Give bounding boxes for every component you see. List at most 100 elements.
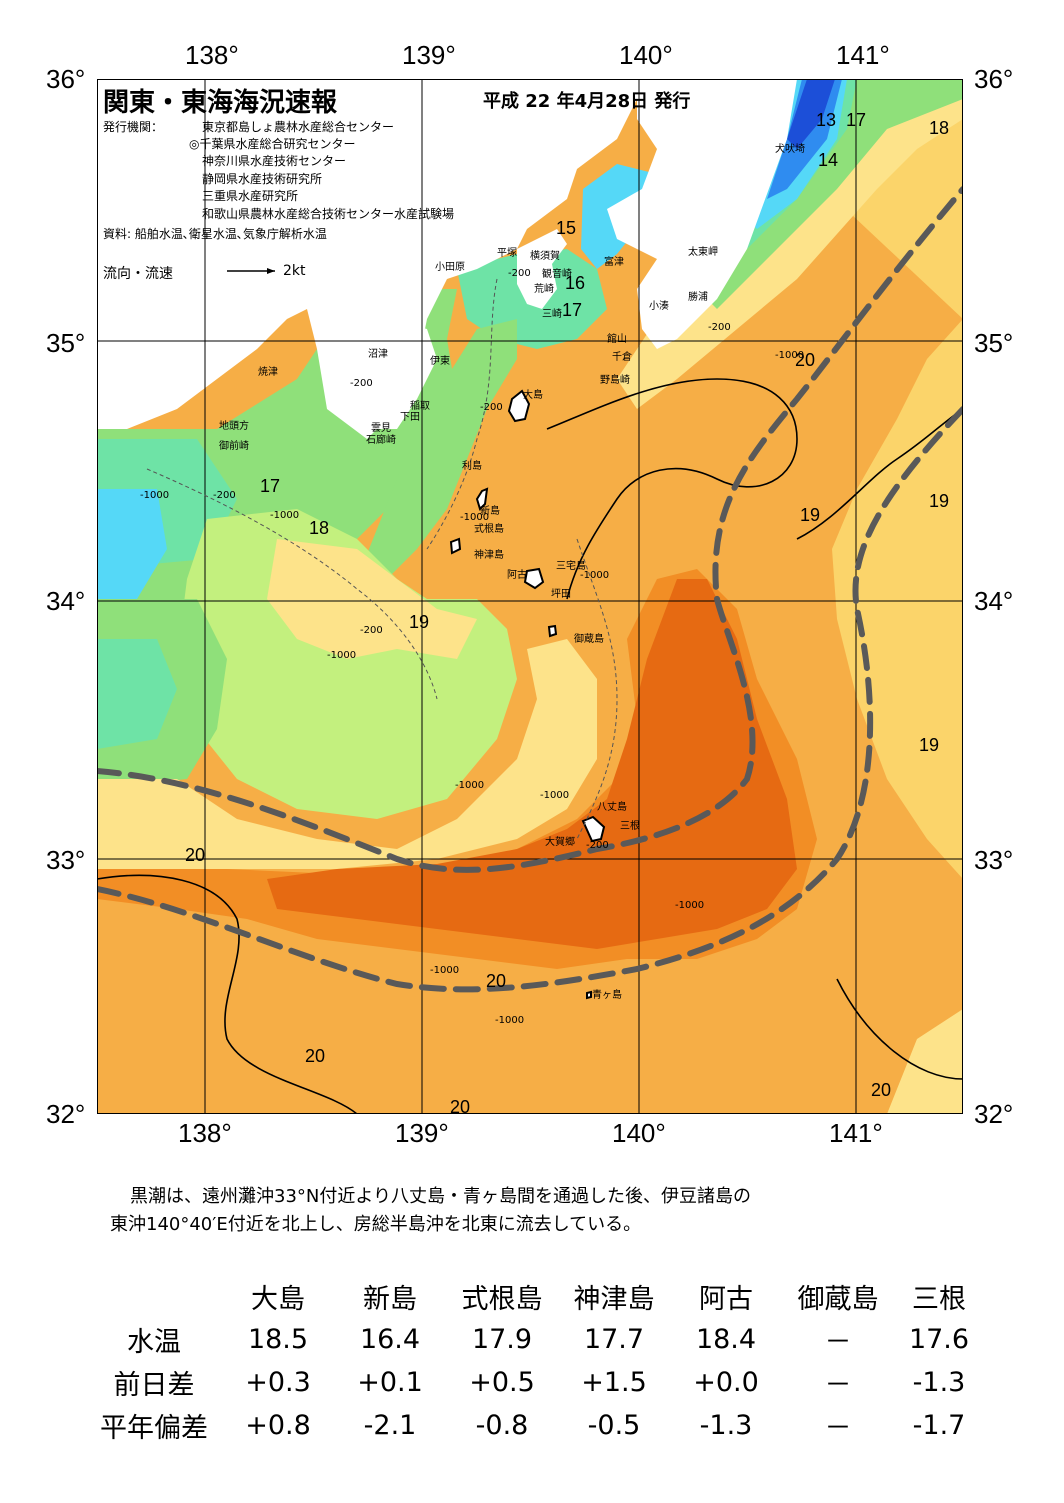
place-hiratsuka: 平塚 [497,248,517,259]
lat-label-32-left: 32° [46,1099,86,1129]
place-nojimazaki: 野島崎 [600,375,630,386]
kuroshio-south-edge [97,406,963,993]
isotherm-label: 20 [486,971,507,991]
land-miura [517,229,567,309]
place-kominato: 小湊 [649,301,669,312]
table-cell: -2.1 [363,1410,417,1441]
table-row: 平年偏差 +0.8 -2.1 -0.8 -0.5 -1.3 － -1.7 [86,1404,984,1447]
place-hachijojima: 八丈島 [597,802,627,813]
isotherm-label: 18 [929,118,950,138]
place-toshima: 利島 [462,461,482,472]
place-jitokata: 地頭方 [219,421,249,432]
water-temperature-table: 大島 新島 式根島 神津島 阿古 御蔵島 三根 水温 18.5 16.4 17.… [86,1275,984,1447]
lon-label-141-bottom: 141° [829,1118,883,1148]
place-chikura: 千倉 [612,352,632,363]
isotherm-label: 17 [260,476,281,496]
depth-label: -200 [586,840,609,851]
isotherm-20-south [97,874,358,1114]
place-oshima: 大島 [523,390,543,401]
isotherm-label: 19 [929,491,950,511]
table-cell: 17.6 [908,1324,970,1355]
lat-label-35-left: 35° [46,328,86,358]
depth-label: -1000 [460,512,490,523]
lon-label-140-bottom: 140° [612,1118,666,1148]
place-irozaki: 石廊崎 [366,435,396,446]
sea-19-east [707,79,963,879]
table-corner [86,1275,222,1318]
place-niijima: 新島 [480,506,500,517]
publisher-6: 和歌山県農林水産総合技術センター水産試験場 [202,207,455,221]
column-header: 式根島 [461,1284,543,1315]
summary-line-2: 東沖140°40′E付近を北上し、房総半島沖を北東に流去している。 [110,1214,642,1235]
publisher-4: 静岡県水産技術研究所 [202,172,323,186]
isotherm-label: 17 [846,110,867,130]
table-cell: 16.4 [359,1324,421,1355]
table-cell: － [824,1370,852,1401]
depth-label: -1000 [580,570,610,581]
summary-line-1: 黒潮は、遠州灘沖33°N付近より八丈島・青ヶ島間を通過した後、伊豆諸島の [130,1186,752,1207]
map-title: 関東・東海海況速報 [103,88,338,118]
table-cell: 17.7 [583,1324,645,1355]
isobath-1000-west [146,468,438,700]
depth-label: -200 [708,322,731,333]
table-cell: -1.3 [912,1367,966,1398]
place-ito: 伊東 [430,356,450,367]
isotherm-label: 20 [871,1080,892,1100]
column-header: 新島 [363,1284,417,1315]
sea-22-core [267,579,797,949]
table-row: 水温 18.5 16.4 17.9 17.7 18.4 － 17.6 [86,1318,984,1361]
sea-19-southeast [887,1009,963,1114]
isotherm-label: 19 [919,735,940,755]
island-hachijojima [581,815,606,843]
publishers-label: 発行機関： [103,120,164,134]
depth-label: -200 [213,490,236,501]
isotherm-label: 16 [565,273,586,293]
column-header: 大島 [251,1284,305,1315]
place-tsuboda: 坪田 [551,589,571,600]
isotherm-label: 17 [562,300,583,320]
island-kozushima [449,537,462,555]
isotherms [97,378,963,1114]
row-label: 平年偏差 [100,1413,208,1444]
place-arasaki: 荒崎 [534,284,554,295]
lon-label-139-bottom: 139° [395,1118,449,1148]
lat-label-34-right: 34° [974,586,1014,616]
lon-label-139-top: 139° [402,40,456,70]
depth-label: -1000 [775,350,805,361]
land-honshu [97,79,637,439]
place-inatori: 稲取 [410,401,430,412]
table-cell: 18.5 [247,1324,309,1355]
island-oshima [507,389,531,423]
table-cell: 18.4 [695,1324,757,1355]
place-odawara: 小田原 [435,262,465,273]
place-tateyama: 館山 [607,334,627,345]
place-yaizu: 焼津 [258,367,278,378]
place-mitsune: 三根 [620,821,640,832]
place-omaezaki: 御前崎 [219,441,249,452]
depth-label: -200 [360,625,383,636]
sst-map [97,79,963,1114]
table-cell: +0.8 [245,1410,311,1441]
table-cell: － [824,1413,852,1444]
sea-19-south-of-izu [97,639,597,869]
place-yokosuka: 横須賀 [530,251,560,262]
island-aogashima [586,990,592,1000]
place-misaki: 三崎 [542,309,562,320]
place-kumomi: 雲見 [371,423,391,434]
sea-17-izu-tongue [357,319,517,579]
table-cell: 17.9 [471,1324,533,1355]
table-cell: +0.1 [357,1367,423,1398]
current-scale-arrowhead [267,268,275,274]
place-kozushima: 神津島 [474,550,504,561]
lon-label-138-top: 138° [185,40,239,70]
table-cell: -1.7 [912,1410,966,1441]
depth-label: -200 [480,402,503,413]
depth-label: -1000 [140,490,170,501]
sea-16-west-band [97,639,177,749]
lat-label-36-right: 36° [974,64,1014,94]
lon-label-141-top: 141° [836,40,890,70]
depth-label: -1000 [675,900,705,911]
isotherm-label: 20 [450,1097,471,1117]
isobaths [146,278,618,840]
kuroshio-axis [97,186,963,993]
